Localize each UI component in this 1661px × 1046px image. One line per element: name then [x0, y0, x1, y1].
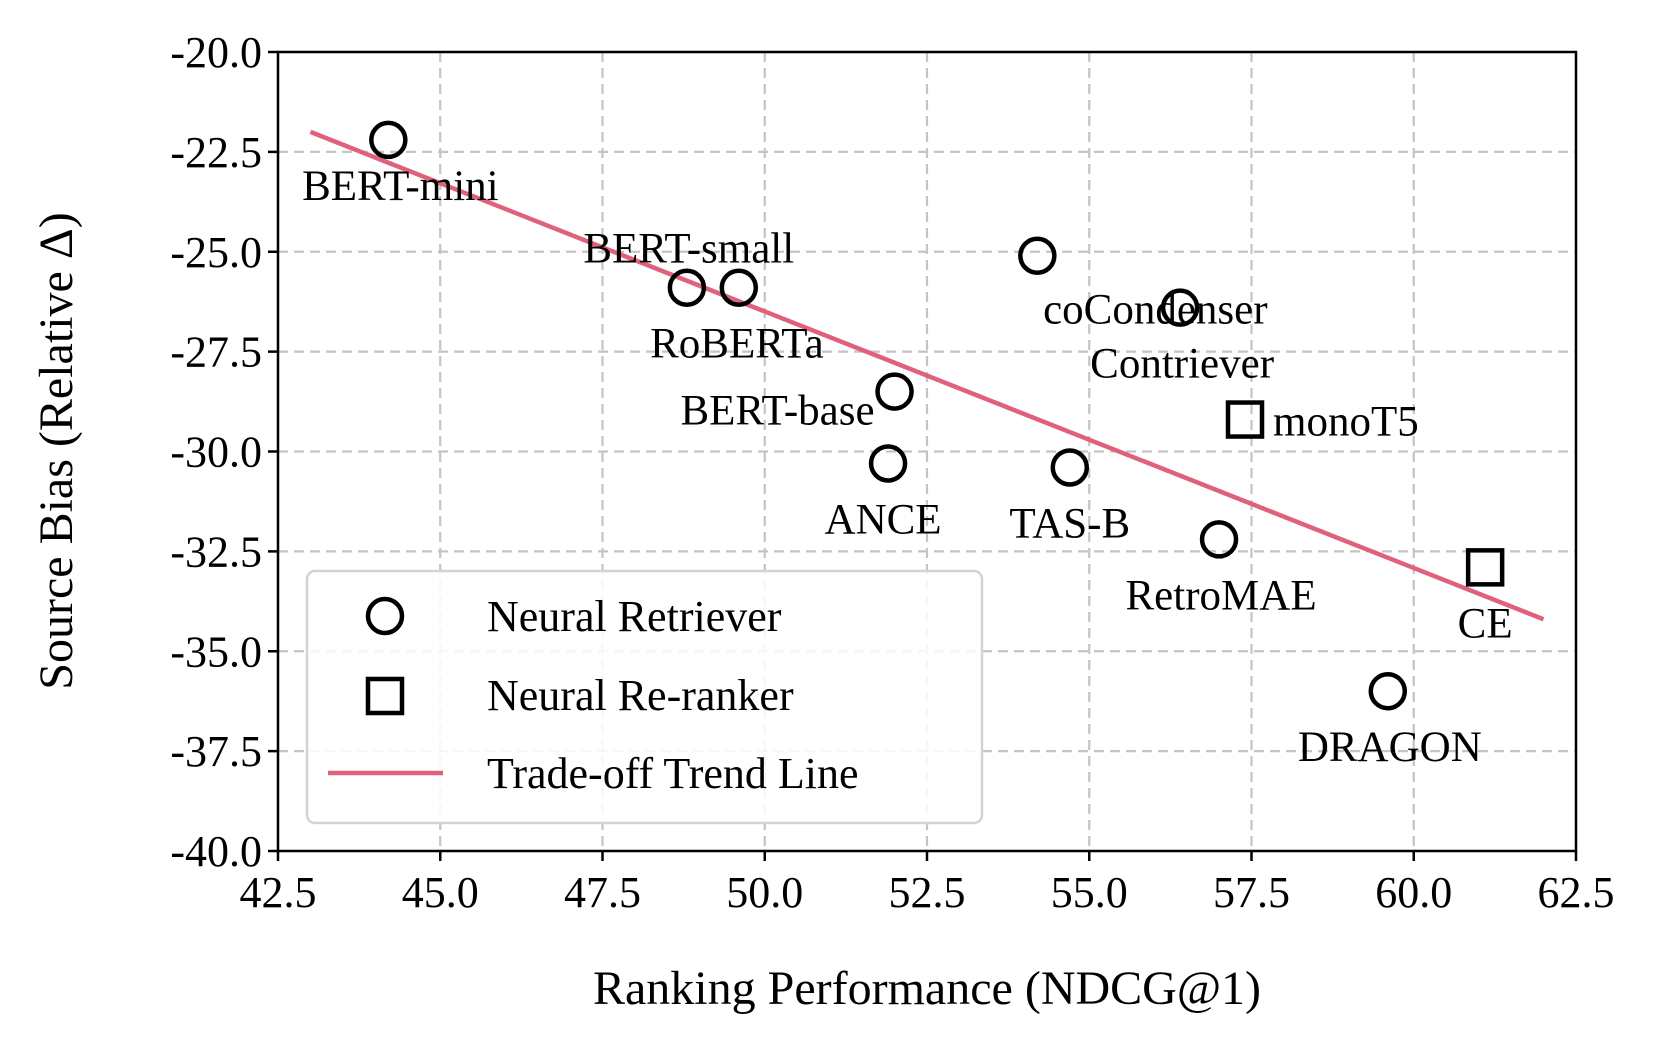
y-axis-label: Source Bias (Relative Δ)	[30, 212, 83, 689]
y-tick-label: -25.0	[170, 228, 262, 277]
y-tick-label: -35.0	[170, 627, 262, 676]
x-tick-label: 50.0	[726, 868, 803, 917]
y-tick-label: -30.0	[170, 428, 262, 477]
x-axis-label: Ranking Performance (NDCG@1)	[593, 962, 1261, 1015]
x-tick-label: 62.5	[1538, 868, 1615, 917]
point-bert-mini	[369, 120, 408, 160]
y-tick-label: -20.0	[170, 28, 262, 77]
y-tick-label: -32.5	[170, 527, 262, 576]
legend-label-neural-reranker: Neural Re-ranker	[487, 671, 794, 720]
y-tick-label: -22.5	[170, 128, 262, 177]
x-tick-label: 47.5	[564, 868, 641, 917]
point-labels-group: BERT-mini BERT-small RoBERTa BERT-base ANCE c…	[302, 163, 1513, 771]
point-label-dragon: DRAGON	[1298, 724, 1482, 771]
point-label-contriever: Contriever	[1090, 341, 1274, 388]
point-bert-base	[875, 372, 914, 411]
x-tick-label: 52.5	[889, 868, 966, 917]
x-tick-label: 57.5	[1213, 868, 1290, 917]
point-label-cocondenser: coCondenser	[1043, 287, 1268, 334]
point-label-tas-b: TAS-B	[1009, 500, 1130, 547]
point-ce	[1465, 548, 1505, 587]
y-tick-label: -40.0	[170, 827, 262, 876]
point-label-bert-mini: BERT-mini	[302, 163, 499, 210]
x-tick-label: 42.5	[240, 868, 317, 917]
point-roberta	[667, 268, 707, 307]
legend-circle-marker-icon	[365, 596, 405, 636]
point-label-ance: ANCE	[825, 496, 942, 543]
trend-line-group	[309, 129, 1545, 622]
trend-line	[309, 129, 1545, 622]
point-retromae	[1199, 520, 1239, 559]
point-label-retromae: RetroMAE	[1126, 572, 1317, 619]
point-label-roberta: RoBERTa	[650, 321, 824, 368]
x-tick-label: 60.0	[1375, 868, 1452, 917]
point-dragon	[1368, 671, 1408, 711]
points-group	[369, 120, 1505, 711]
legend-label-trend-line: Trade-off Trend Line	[487, 749, 859, 798]
point-ance	[868, 444, 908, 483]
legend-square-marker-icon	[365, 676, 405, 716]
point-label-bert-base: BERT-base	[680, 388, 874, 435]
legend-label-neural-retriever: Neural Retriever	[487, 592, 782, 641]
y-tick-label: -37.5	[170, 727, 262, 776]
point-contriever	[1160, 288, 1200, 327]
point-bert-small	[719, 268, 759, 307]
point-cocondenser	[1018, 236, 1057, 275]
y-tick-label: -27.5	[170, 328, 262, 377]
point-label-monot5: monoT5	[1273, 399, 1419, 446]
point-monot5	[1225, 400, 1265, 439]
x-tick-label: 45.0	[402, 868, 479, 917]
legend-box	[305, 569, 984, 825]
x-tick-label: 55.0	[1051, 868, 1128, 917]
point-label-bert-small: BERT-small	[583, 226, 794, 273]
point-tas-b	[1050, 448, 1090, 487]
point-label-ce: CE	[1458, 600, 1513, 647]
legend: Neural Retriever Neural Re-ranker Trade-…	[305, 569, 984, 825]
ticks-group: 42.5 45.0 47.5 50.0 52.5 55.0 57.5 60.0 62.5 -20.…	[170, 28, 1614, 917]
